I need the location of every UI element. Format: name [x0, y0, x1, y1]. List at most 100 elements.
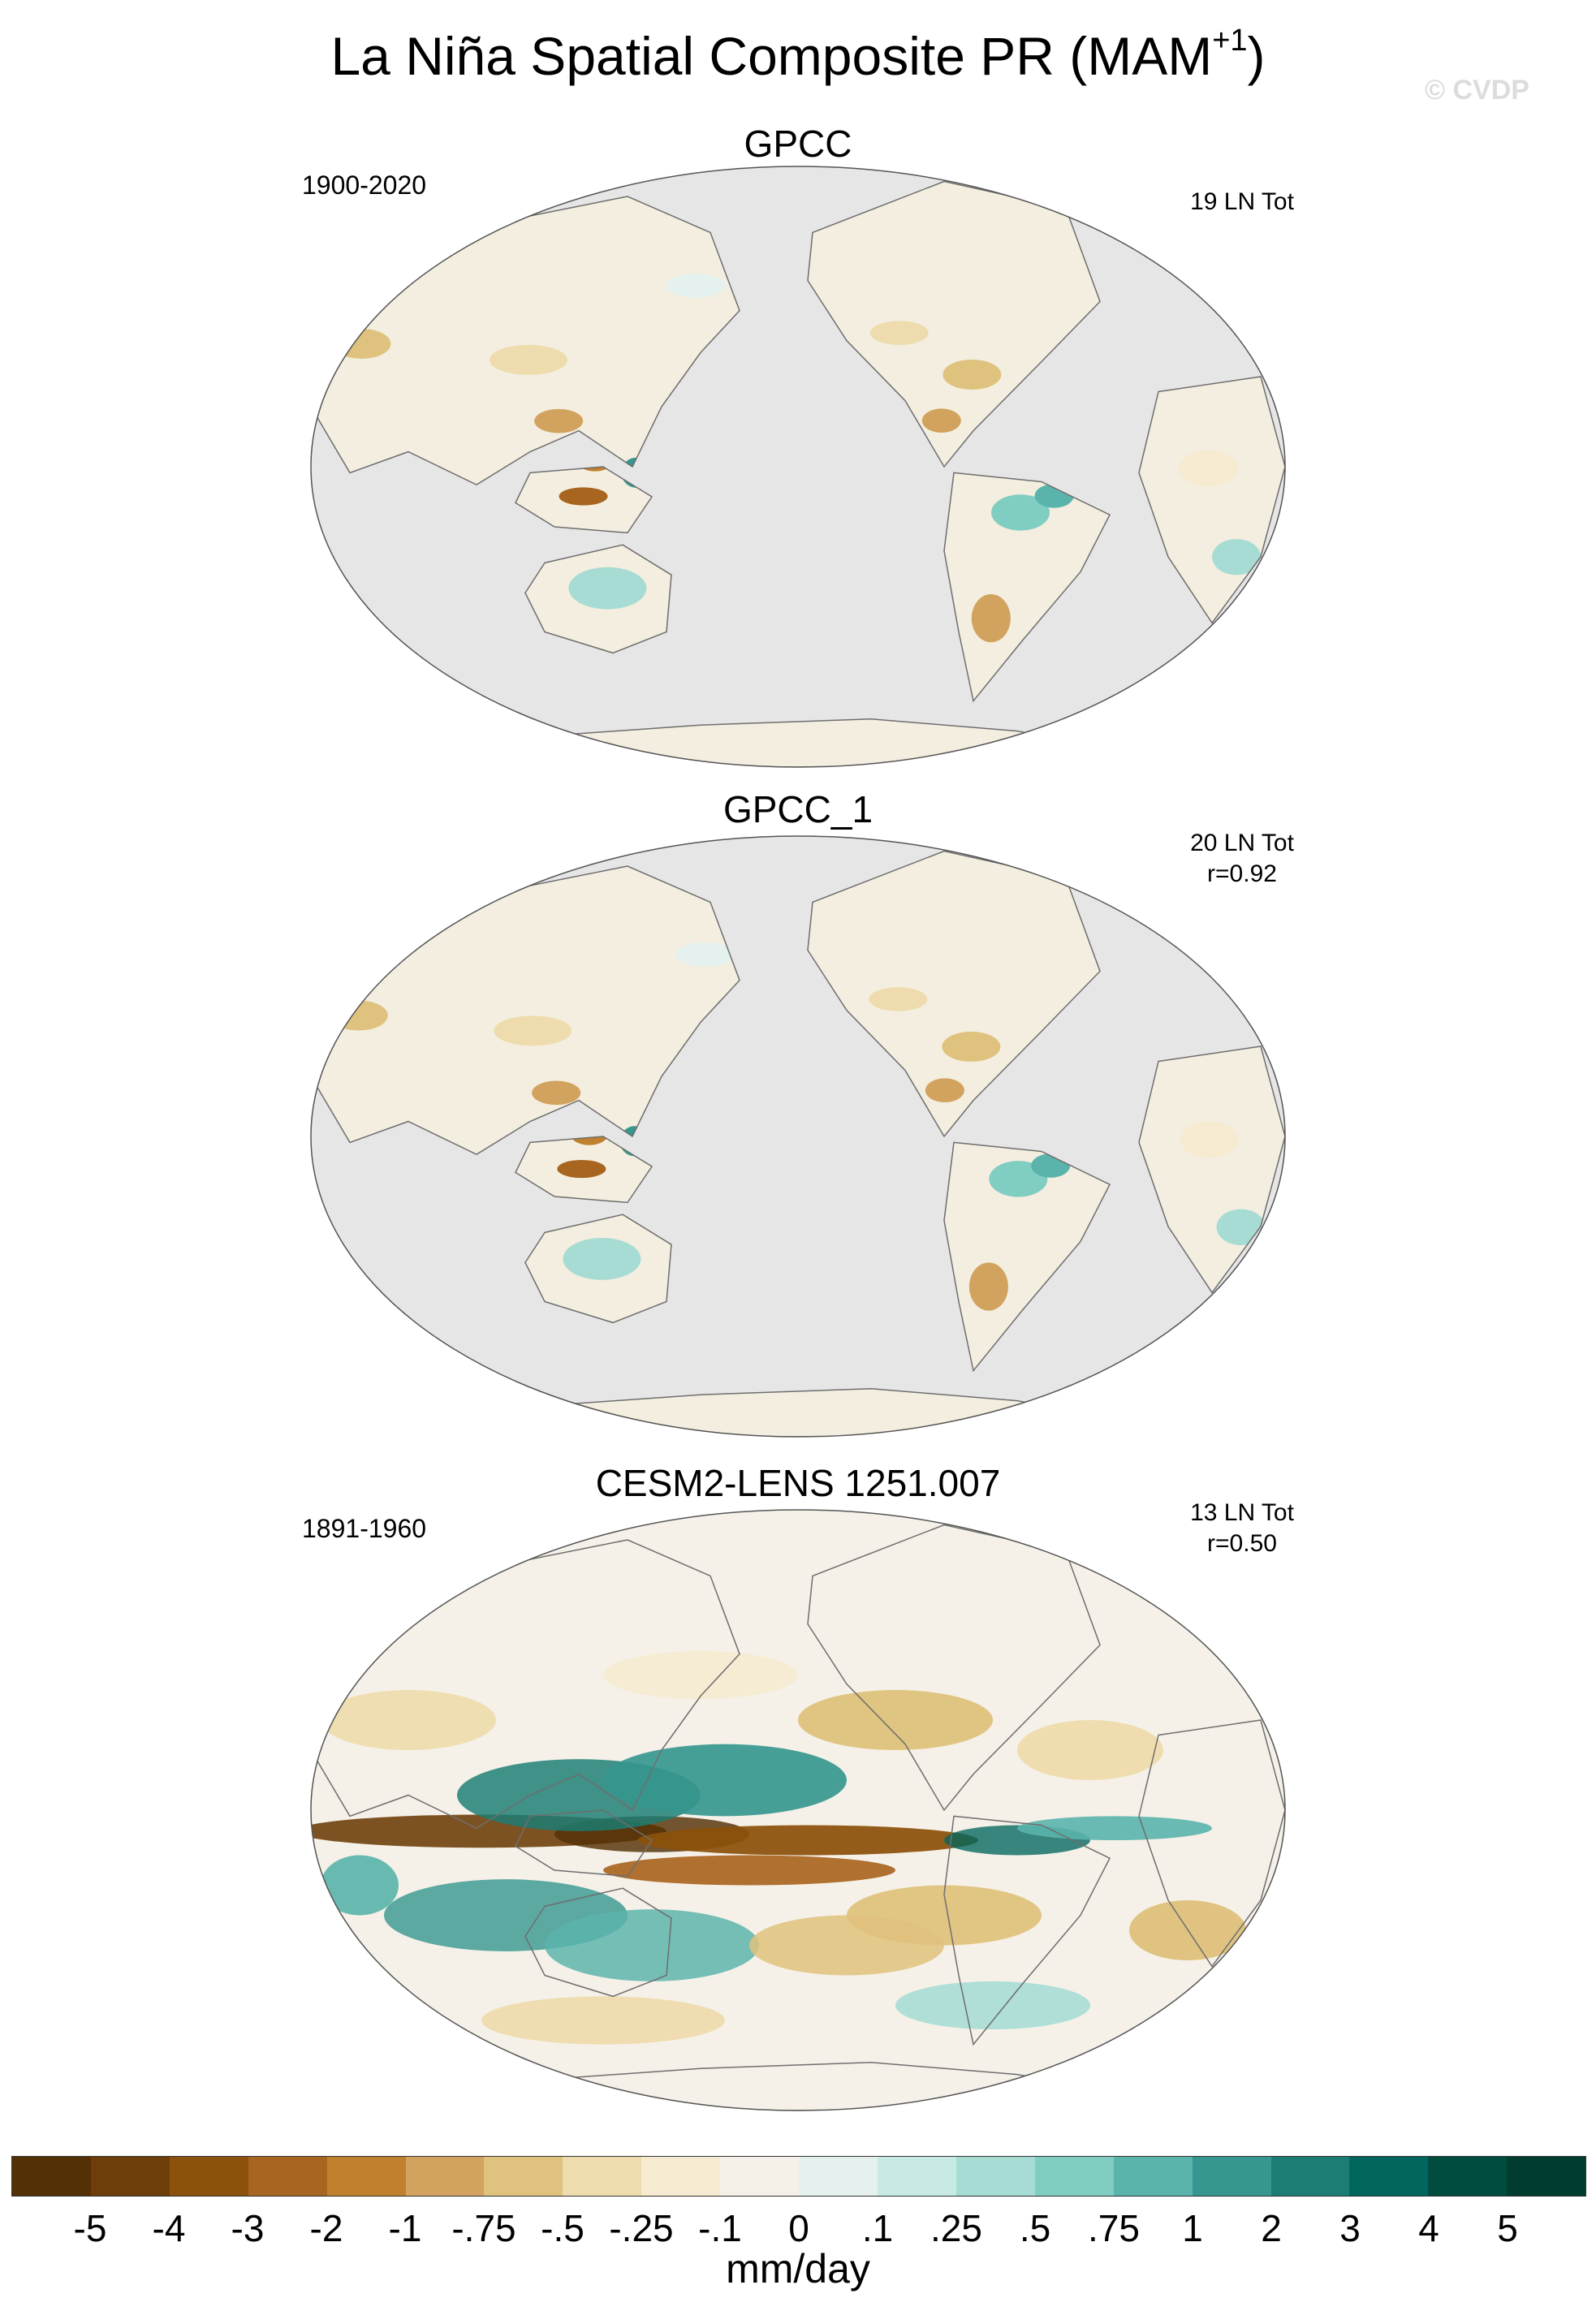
- colorbar-segment: [1270, 2157, 1350, 2196]
- colorbar-tick-label: .25: [930, 2207, 982, 2249]
- coastline-samerica: [943, 1815, 1111, 2046]
- precip-anomaly-patch: [603, 1650, 798, 1700]
- colorbar-units: mm/day: [726, 2246, 870, 2292]
- colorbar-segment: [484, 2157, 563, 2196]
- panel-3-corr: r=0.50: [1207, 1529, 1277, 1557]
- precip-anomaly-patch: [481, 1996, 725, 2045]
- panel-3-map: [310, 1509, 1286, 2111]
- precip-anomaly-patch: [943, 359, 1002, 390]
- figure-title-close: ): [1247, 26, 1266, 86]
- ocean-background: [311, 1510, 1285, 2111]
- colorbar-segment: [877, 2157, 956, 2196]
- coastline-asia: [311, 1539, 740, 1830]
- coastline-africa: [1138, 376, 1285, 624]
- colorbar-tick-label: -1: [388, 2207, 422, 2249]
- panel-3-title: CESM2-LENS 1251.007: [595, 1462, 1001, 1504]
- precip-anomaly-patch: [559, 487, 608, 506]
- colorbar-tick-label: -.25: [609, 2207, 674, 2249]
- precip-anomaly-patch: [869, 987, 928, 1011]
- colorbar-segment: [1428, 2157, 1508, 2196]
- precip-anomaly-patch: [557, 1159, 606, 1179]
- colorbar: [11, 2156, 1586, 2197]
- watermark: © CVDP: [1425, 75, 1529, 106]
- precip-anomaly-patch: [603, 1744, 847, 1817]
- precip-anomaly-patch: [971, 594, 1011, 643]
- precip-anomaly-patch: [847, 1885, 1042, 1946]
- colorbar-segment: [955, 2157, 1035, 2196]
- colorbar-segment: [326, 2157, 406, 2196]
- panel-1-count: 19 LN Tot: [1190, 188, 1294, 215]
- precip-anomaly-patch: [921, 408, 961, 433]
- colorbar-segment: [1349, 2157, 1429, 2196]
- colorbar-segment: [1034, 2157, 1114, 2196]
- figure-title-text: La Niña Spatial Composite PR (MAM: [330, 26, 1213, 86]
- panel-2-title: GPCC_1: [723, 788, 873, 830]
- precip-anomaly-patch: [603, 1855, 895, 1886]
- coastline-africa: [1138, 1719, 1285, 1968]
- colorbar-tick-label: 4: [1418, 2207, 1439, 2249]
- figure-title: La Niña Spatial Composite PR (MAM+1): [0, 23, 1596, 88]
- panel-1-period: 1900-2020: [302, 170, 427, 200]
- colorbar-tick-label: -.1: [698, 2207, 742, 2249]
- panel-1-map: [310, 166, 1286, 768]
- colorbar-tick-label: .1: [861, 2207, 894, 2249]
- colorbar-segment: [90, 2157, 170, 2196]
- colorbar-segment: [405, 2157, 485, 2196]
- precip-anomaly-patch: [1180, 1121, 1239, 1158]
- colorbar-tick-label: 1: [1182, 2207, 1203, 2249]
- colorbar-segment: [1507, 2157, 1586, 2196]
- panel-3-info: 13 LN Tot r=0.50: [1153, 1498, 1331, 1559]
- colorbar-tick-label: 2: [1261, 2207, 1282, 2249]
- colorbar-segment: [563, 2157, 642, 2196]
- coastline-samerica: [943, 472, 1111, 703]
- colorbar-segment: [248, 2157, 327, 2196]
- colorbar-tick-label: .5: [1019, 2207, 1051, 2249]
- coastline-maritime: [515, 1809, 653, 1878]
- precip-anomaly-patch: [1216, 1209, 1266, 1245]
- colorbar-segment: [720, 2157, 800, 2196]
- precip-anomaly-patch: [798, 1690, 993, 1750]
- coastline-australia: [524, 1887, 672, 1998]
- precip-anomaly-patch: [321, 1690, 496, 1750]
- panel-3-count: 13 LN Tot: [1190, 1499, 1294, 1526]
- precip-anomaly-patch: [968, 1262, 1008, 1311]
- colorbar-tick-label: -4: [152, 2207, 186, 2249]
- panel-2-map: [310, 835, 1286, 1438]
- ocean-background: [311, 166, 1285, 767]
- coastline-maritime: [515, 1136, 653, 1204]
- panel-2-count: 20 LN Tot: [1190, 830, 1294, 856]
- precip-anomaly-patch: [532, 1080, 581, 1106]
- coastline-maritime: [515, 466, 653, 534]
- precip-anomaly-patch: [489, 344, 567, 375]
- precip-anomaly-patch: [666, 274, 726, 298]
- precip-anomaly-patch: [321, 1855, 399, 1916]
- colorbar-segment: [169, 2157, 248, 2196]
- colorbar-segment: [1113, 2157, 1193, 2196]
- coastline-africa: [1138, 1046, 1285, 1294]
- colorbar-tick-label: -.75: [451, 2207, 516, 2249]
- coastline-australia: [524, 1214, 672, 1324]
- map-globe: [311, 836, 1285, 1437]
- ocean-background: [311, 836, 1285, 1437]
- map-globe: [311, 166, 1285, 767]
- colorbar-segment: [799, 2157, 878, 2196]
- precip-anomaly-patch: [568, 567, 647, 610]
- panel-1-title: GPCC: [744, 123, 852, 165]
- precip-anomaly-patch: [675, 942, 735, 967]
- precip-anomaly-patch: [545, 1909, 759, 1981]
- precip-anomaly-patch: [991, 494, 1050, 531]
- precip-anomaly-patch: [494, 1015, 572, 1046]
- colorbar-segment: [641, 2157, 721, 2196]
- colorbar-tick-label: -.5: [541, 2207, 584, 2249]
- coastline-asia: [311, 865, 740, 1156]
- panel-2-corr: r=0.92: [1207, 860, 1277, 887]
- precip-anomaly-patch: [637, 1825, 978, 1856]
- map-globe: [311, 1510, 1285, 2111]
- panel-1-info: 19 LN Tot: [1153, 187, 1331, 218]
- colorbar-tick-labels: -5 -4 -3 -2 -1 -.75 -.5 -.25 -.1 0 .1 .25 .5 .75 1 2 3 4 5: [0, 2206, 1596, 2255]
- precip-anomaly-patch: [1017, 1816, 1212, 1840]
- colorbar-segment: [1192, 2157, 1271, 2196]
- coastline-australia: [524, 544, 672, 654]
- map-border: [310, 1509, 1286, 2111]
- coastline-asia: [311, 196, 740, 486]
